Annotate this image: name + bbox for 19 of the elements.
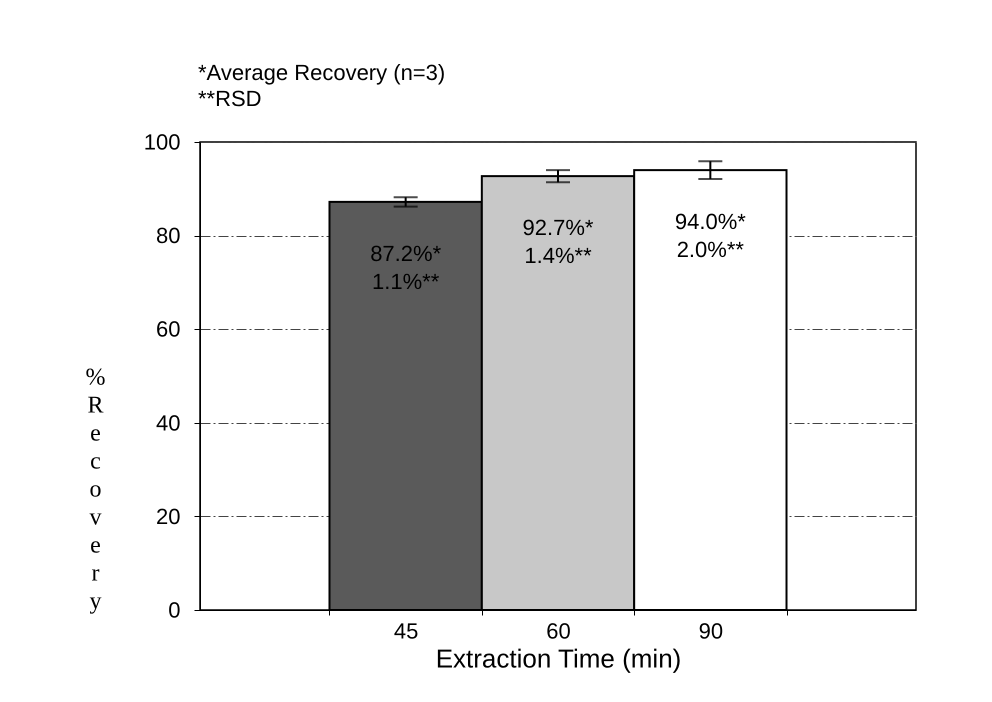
y-tick-label: 40 <box>156 410 180 436</box>
y-tick-label: 100 <box>144 130 180 154</box>
annotation: 2.0%** <box>676 237 744 262</box>
text: % Recovery <box>86 364 106 614</box>
data-label: 92.7%* <box>522 215 594 240</box>
y-tick-label: 0 <box>168 598 180 622</box>
annotation: 1.4%** <box>524 243 592 268</box>
x-axis-title: Extraction Time (min) <box>436 644 682 674</box>
text: **RSD <box>198 86 262 111</box>
annotation: 1.1%** <box>372 268 440 294</box>
x-tick-label: 45 <box>394 618 418 644</box>
y-tick-label: 80 <box>156 223 180 248</box>
x-tick-label: 90 <box>698 618 724 644</box>
data-label: 94.0%* <box>674 209 746 234</box>
text: *Average Recovery (n=3) <box>198 60 446 85</box>
data-label: 87.2%* <box>370 240 442 266</box>
y-tick-label: 60 <box>156 316 180 342</box>
x-tick-label: 60 <box>546 618 571 644</box>
y-tick-label: 20 <box>156 504 180 529</box>
